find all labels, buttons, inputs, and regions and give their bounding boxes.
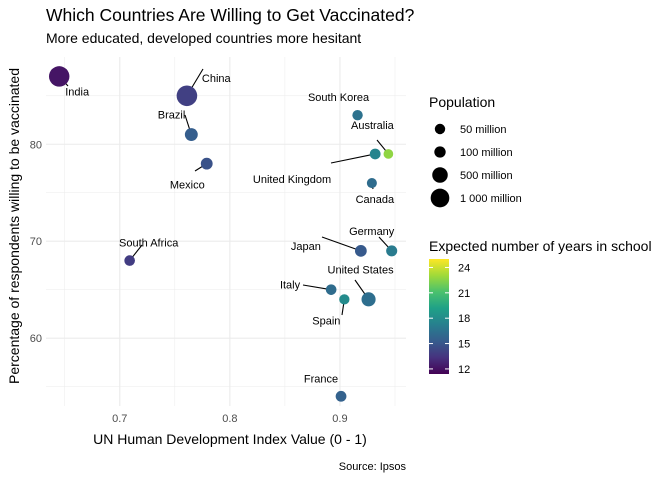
color-legend-label: 24 — [458, 262, 470, 274]
major-gridlines — [46, 57, 406, 406]
point-germany — [386, 245, 398, 257]
label-spain: Spain — [312, 315, 340, 327]
label-mexico: Mexico — [170, 180, 205, 192]
y-tick-label: 60 — [30, 333, 42, 345]
population-legend-title: Population — [429, 94, 495, 110]
label-japan: Japan — [291, 241, 321, 253]
label-china: China — [202, 73, 232, 85]
point-italy — [325, 284, 337, 295]
color-legend-label: 21 — [458, 288, 470, 300]
color-legend-label: 15 — [458, 339, 470, 351]
point-united-states — [361, 292, 376, 307]
size-legend-key-1-000-million — [430, 188, 450, 208]
y-axis-title: Percentage of respondents willing to be … — [6, 68, 22, 384]
size-legend-label: 1 000 million — [460, 193, 522, 205]
size-legend-key-500-million — [432, 167, 448, 183]
point-spain — [339, 294, 350, 305]
point-japan — [354, 244, 367, 257]
point-south-africa — [124, 255, 135, 266]
x-tick-label: 0.7 — [112, 413, 127, 425]
leader-line-japan — [321, 236, 362, 252]
chart-title: Which Countries Are Willing to Get Vacci… — [46, 5, 415, 25]
label-canada: Canada — [356, 194, 395, 206]
point-india — [48, 66, 70, 87]
label-france: France — [304, 373, 338, 385]
point-mexico — [200, 157, 213, 170]
label-south-africa: South Africa — [119, 238, 179, 250]
leader-line-united-kingdom — [330, 153, 376, 164]
y-tick-label: 80 — [30, 139, 42, 151]
point-china — [176, 85, 198, 107]
minor-gridlines — [46, 57, 406, 406]
source-caption: Source: Ipsos — [339, 461, 407, 473]
chart-subtitle: More educated, developed countries more … — [46, 30, 361, 46]
x-tick-label: 0.8 — [222, 413, 237, 425]
label-united-kingdom: United Kingdom — [253, 174, 331, 186]
y-axis-tick-labels: 60 70 80 — [30, 139, 42, 345]
label-brazil: Brazil — [158, 110, 186, 122]
x-axis-title: UN Human Development Index Value (0 - 1) — [93, 431, 367, 447]
label-united-states: United States — [328, 264, 395, 276]
point-france — [335, 390, 347, 402]
point-australia — [383, 149, 394, 159]
x-axis-tick-labels: 0.7 0.8 0.9 — [112, 413, 347, 425]
label-germany: Germany — [349, 226, 395, 238]
population-legend: Population 50 million 100 million 500 mill… — [429, 94, 522, 208]
size-legend-label: 100 million — [460, 147, 513, 159]
y-tick-label: 70 — [30, 236, 42, 248]
point-canada — [366, 177, 377, 189]
label-italy: Italy — [280, 280, 301, 292]
label-south-korea: South Korea — [308, 92, 370, 104]
x-tick-label: 0.9 — [332, 413, 347, 425]
size-legend-label: 500 million — [460, 170, 513, 182]
label-india: India — [65, 86, 90, 98]
point-united-kingdom — [369, 148, 381, 160]
color-legend-label: 18 — [458, 313, 470, 325]
size-legend-label: 50 million — [460, 124, 506, 136]
point-south-korea — [352, 109, 363, 121]
plot-panel — [46, 57, 406, 406]
size-legend-key-50-million — [434, 123, 446, 135]
school-years-legend: Expected number of years in school 12 15 1… — [429, 238, 652, 376]
school-years-legend-title: Expected number of years in school — [429, 238, 652, 254]
data-points — [48, 66, 398, 402]
label-australia: Australia — [351, 120, 395, 132]
color-legend-label: 12 — [458, 364, 470, 376]
country-labels: China India United States Brazil Mexico Japan… — [65, 73, 395, 386]
point-brazil — [184, 128, 198, 142]
color-bar — [429, 259, 449, 374]
size-legend-key-100-million — [434, 146, 446, 158]
